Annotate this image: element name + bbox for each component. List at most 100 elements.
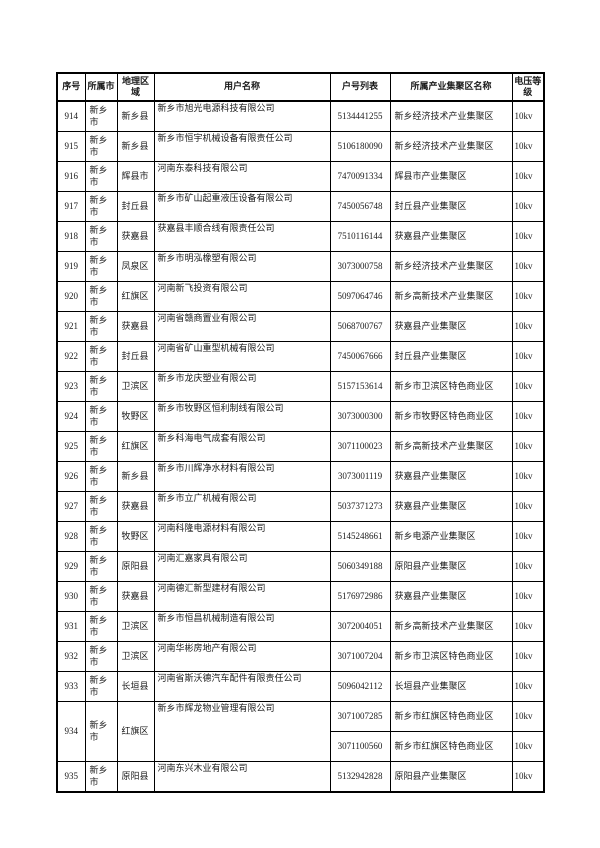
column-header-account: 户号列表 (329, 72, 391, 102)
table-row: 928 新乡市 牧野区 河南科隆电源材料有限公司 5145248661 新乡电源产业集聚区… (56, 521, 545, 552)
voltage-cell: 10kv (511, 581, 545, 612)
serial-cell: 925 (56, 431, 86, 462)
table-row: 930 新乡市 获嘉县 河南德汇新型建材有限公司 5176972986 获嘉县产业集聚区 1… (56, 581, 545, 612)
serial-cell: 933 (56, 671, 86, 702)
serial-cell: 926 (56, 461, 86, 492)
cluster-cell: 原阳县产业集聚区 (389, 551, 513, 582)
serial-cell: 917 (56, 191, 86, 222)
cluster-cell: 新乡经济技术产业集聚区 (389, 100, 513, 132)
serial-cell: 932 (56, 641, 86, 672)
city-cell: 新乡市 (84, 641, 118, 672)
column-header-region: 地理区域 (116, 72, 155, 102)
city-cell: 新乡市 (84, 191, 118, 222)
cluster-cell: 新乡市卫滨区特色商业区 (389, 371, 513, 402)
account-id-cell: 5176972986 (329, 581, 391, 612)
serial-cell: 918 (56, 221, 86, 252)
account-id-cell: 5106180090 (329, 131, 391, 162)
voltage-cell: 10kv (511, 491, 545, 522)
cluster-cell: 获嘉县产业集聚区 (389, 221, 513, 252)
voltage-cell: 10kv (511, 731, 545, 762)
voltage-cell: 10kv (511, 431, 545, 462)
table-header: 序号 所属市 地理区域 用户名称 户号列表 所属产业集聚区名称 电压等级 (56, 72, 545, 102)
serial-cell: 921 (56, 311, 86, 342)
city-cell: 新乡市 (84, 671, 118, 702)
user-name-cell: 新乡市旭光电源科技有限公司 (153, 100, 331, 132)
header-row: 序号 所属市 地理区域 用户名称 户号列表 所属产业集聚区名称 电压等级 (56, 72, 545, 102)
serial-cell: 934 (56, 701, 86, 762)
cluster-cell: 长垣县产业集聚区 (389, 671, 513, 702)
city-cell: 新乡市 (84, 281, 118, 312)
voltage-cell: 10kv (511, 341, 545, 372)
table-row: 922 新乡市 封丘县 河南省矿山重型机械有限公司 7450067666 封丘县产业集聚区… (56, 341, 545, 372)
account-id-cell: 3072004051 (329, 611, 391, 642)
city-cell: 新乡市 (84, 161, 118, 192)
user-name-cell: 河南华彬房地产有限公司 (153, 641, 331, 672)
table-row: 918 新乡市 获嘉县 获嘉县丰顺合线有限责任公司 7510116144 获嘉县产业集聚区… (56, 221, 545, 252)
user-name-cell: 新乡市恒宇机械设备有限责任公司 (153, 131, 331, 162)
city-cell: 新乡市 (84, 431, 118, 462)
region-cell: 原阳县 (116, 761, 155, 793)
city-cell: 新乡市 (84, 341, 118, 372)
cluster-cell: 新乡经济技术产业集聚区 (389, 131, 513, 162)
city-cell: 新乡市 (84, 521, 118, 552)
table-row: 915 新乡市 新乡县 新乡市恒宇机械设备有限责任公司 5106180090 新乡经济技术… (56, 131, 545, 162)
region-cell: 封丘县 (116, 191, 155, 222)
account-id-cell: 5096042112 (329, 671, 391, 702)
table-row: 920 新乡市 红旗区 河南新飞投资有限公司 5097064746 新乡高新技术产业集聚区… (56, 281, 545, 312)
account-id-cell: 5060349188 (329, 551, 391, 582)
region-cell: 新乡县 (116, 461, 155, 492)
table-row: 931 新乡市 卫滨区 新乡市恒昌机械制造有限公司 3072004051 新乡高新技术产业… (56, 611, 545, 642)
cluster-cell: 新乡高新技术产业集聚区 (389, 611, 513, 642)
table-row: 927 新乡市 获嘉县 新乡市立广机械有限公司 5037371273 获嘉县产业集聚区 10… (56, 491, 545, 522)
region-cell: 获嘉县 (116, 221, 155, 252)
serial-cell: 924 (56, 401, 86, 432)
region-cell: 新乡县 (116, 131, 155, 162)
account-id-cell: 7470091334 (329, 161, 391, 192)
region-cell: 卫滨区 (116, 611, 155, 642)
serial-cell: 930 (56, 581, 86, 612)
account-id-cell: 7450067666 (329, 341, 391, 372)
table-row: 916 新乡市 辉县市 河南东泰科技有限公司 7470091334 辉县市产业集聚区 10k… (56, 161, 545, 192)
account-id-cell: 3073000300 (329, 401, 391, 432)
region-cell: 辉县市 (116, 161, 155, 192)
account-id-cell: 5157153614 (329, 371, 391, 402)
account-id-cell: 5132942828 (329, 761, 391, 793)
user-name-cell: 新乡科海电气成套有限公司 (153, 431, 331, 462)
serial-cell: 919 (56, 251, 86, 282)
cluster-cell: 新乡电源产业集聚区 (389, 521, 513, 552)
region-cell: 红旗区 (116, 701, 155, 762)
user-name-cell: 新乡市辉龙物业管理有限公司 (153, 701, 331, 762)
cluster-cell: 封丘县产业集聚区 (389, 191, 513, 222)
cluster-cell: 辉县市产业集聚区 (389, 161, 513, 192)
cluster-cell: 封丘县产业集聚区 (389, 341, 513, 372)
voltage-cell: 10kv (511, 641, 545, 672)
voltage-cell: 10kv (511, 161, 545, 192)
user-name-cell: 河南汇嘉家具有限公司 (153, 551, 331, 582)
city-cell: 新乡市 (84, 701, 118, 762)
table-row: 935 新乡市 原阳县 河南东兴木业有限公司 5132942828 原阳县产业集聚区 10k… (56, 761, 545, 793)
table-row: 932 新乡市 卫滨区 河南华彬房地产有限公司 3071007204 新乡市卫滨区特色商业… (56, 641, 545, 672)
account-id-cell: 7510116144 (329, 221, 391, 252)
serial-cell: 920 (56, 281, 86, 312)
voltage-cell: 10kv (511, 521, 545, 552)
region-cell: 新乡县 (116, 100, 155, 132)
cluster-cell: 新乡市红旗区特色商业区 (389, 701, 513, 732)
voltage-cell: 10kv (511, 281, 545, 312)
cluster-cell: 新乡高新技术产业集聚区 (389, 431, 513, 462)
cluster-cell: 获嘉县产业集聚区 (389, 491, 513, 522)
cluster-cell: 新乡高新技术产业集聚区 (389, 281, 513, 312)
user-name-cell: 河南德汇新型建材有限公司 (153, 581, 331, 612)
account-id-cell: 7450056748 (329, 191, 391, 222)
voltage-cell: 10kv (511, 251, 545, 282)
city-cell: 新乡市 (84, 551, 118, 582)
table-row: 924 新乡市 牧野区 新乡市牧野区恒利制线有限公司 3073000300 新乡市牧野区特… (56, 401, 545, 432)
voltage-cell: 10kv (511, 671, 545, 702)
account-id-cell: 5145248661 (329, 521, 391, 552)
voltage-cell: 10kv (511, 461, 545, 492)
city-cell: 新乡市 (84, 761, 118, 793)
serial-cell: 922 (56, 341, 86, 372)
region-cell: 红旗区 (116, 281, 155, 312)
cluster-cell: 新乡经济技术产业集聚区 (389, 251, 513, 282)
region-cell: 封丘县 (116, 341, 155, 372)
city-cell: 新乡市 (84, 581, 118, 612)
